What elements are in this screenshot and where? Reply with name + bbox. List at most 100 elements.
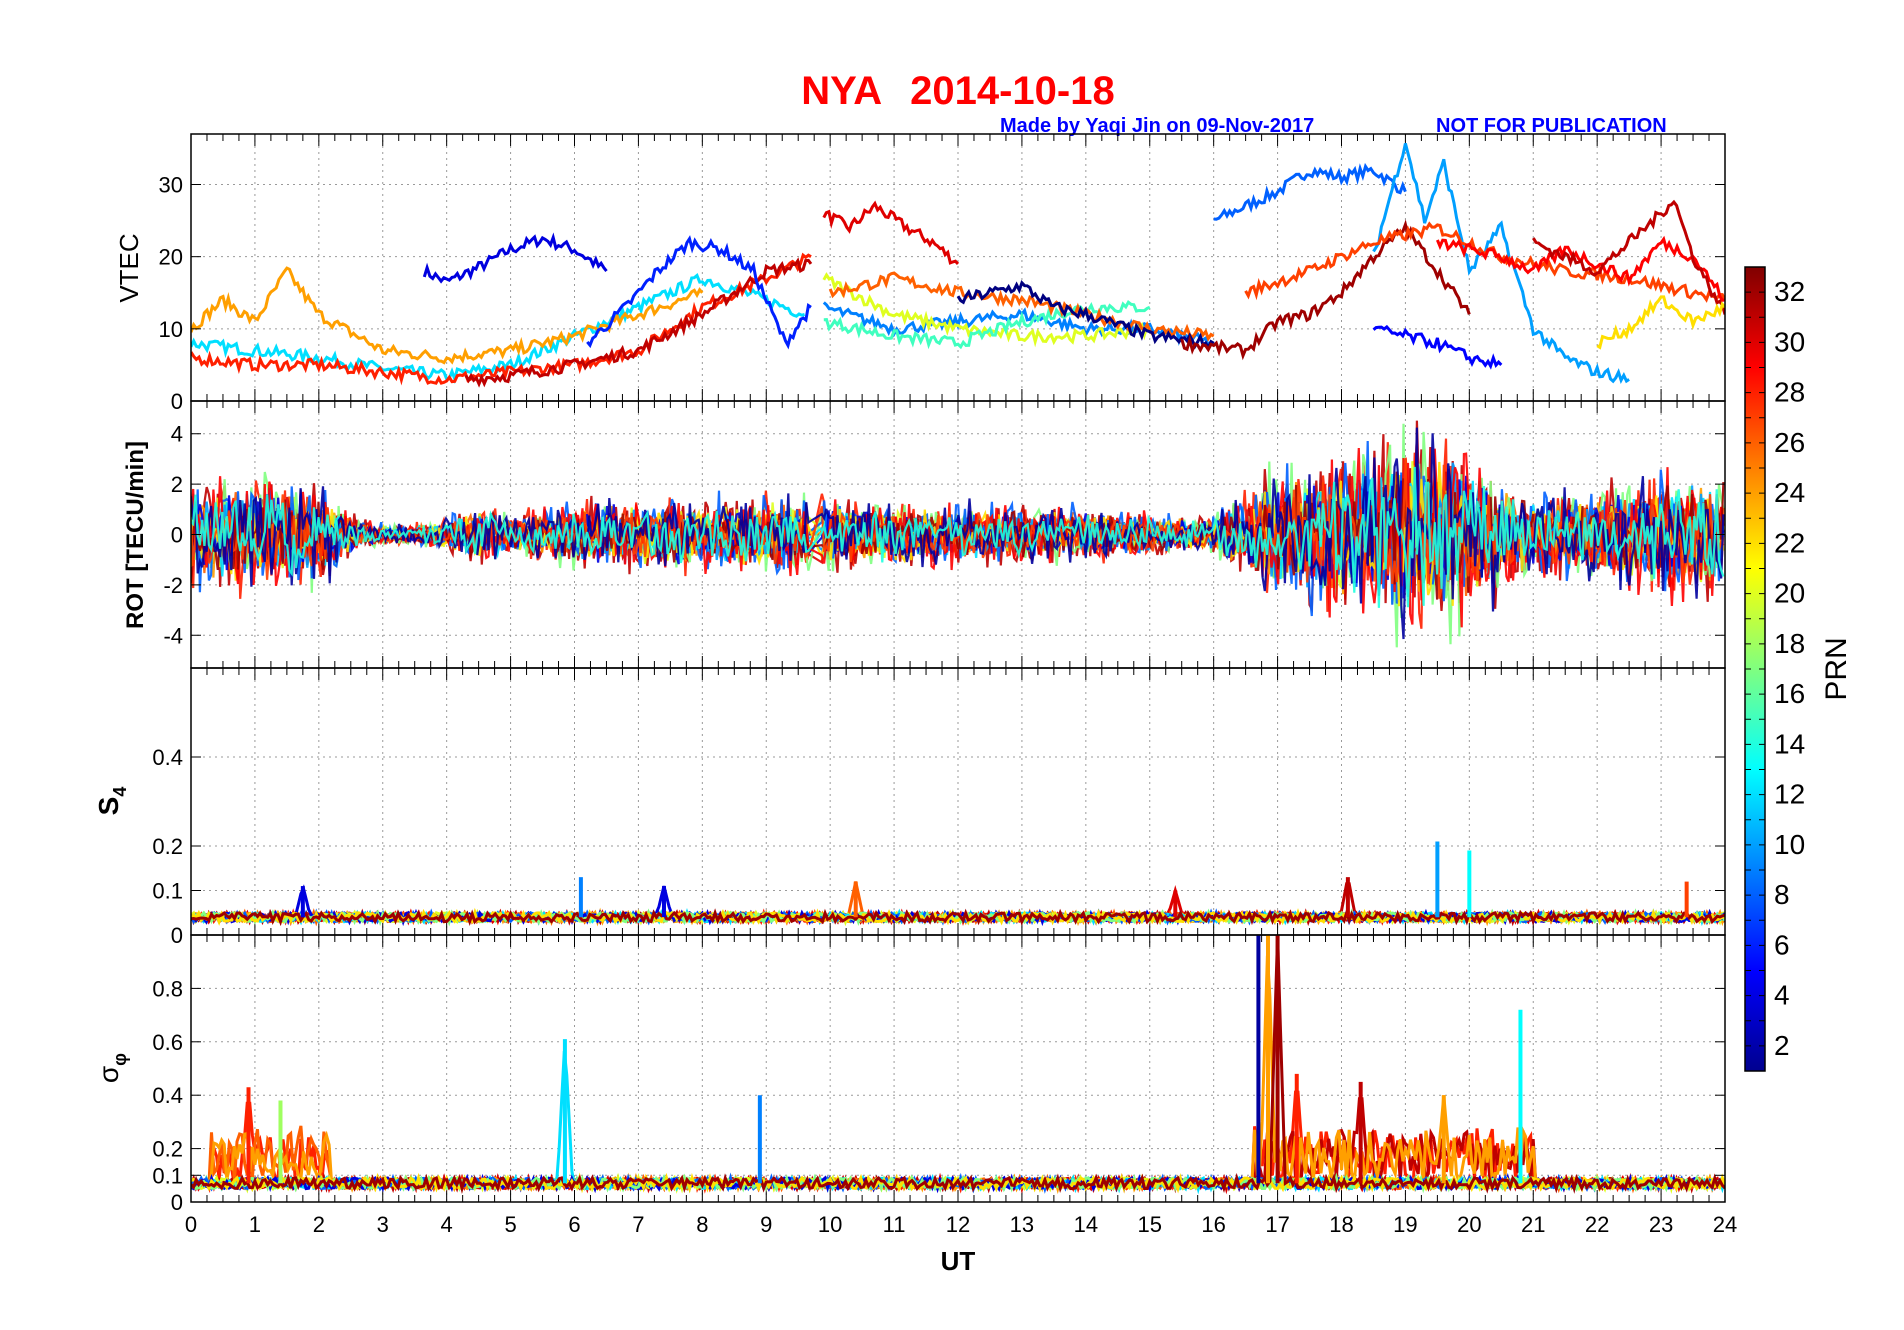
- y-tick-label: 0.4: [152, 745, 183, 770]
- y-tick-label: 2: [171, 472, 183, 497]
- x-tick-label: 5: [504, 1212, 516, 1237]
- credit-made-by: Made by Yaqi Jin on 09-Nov-2017: [1000, 115, 1314, 137]
- x-tick-label: 15: [1138, 1212, 1162, 1237]
- y-tick-label: 0: [171, 523, 183, 548]
- colorbar-tick-label: 10: [1774, 829, 1805, 860]
- x-tick-label: 3: [377, 1212, 389, 1237]
- y-tick-label: 0.2: [152, 1137, 183, 1162]
- sigma-phi-ylabel: σφ: [93, 1053, 130, 1083]
- vtec-panel: 0 10 20 30 VTEC: [114, 133, 1726, 414]
- vtec-series-prn-31: [464, 257, 813, 388]
- vtec-series-prn-30: [822, 200, 960, 265]
- rot-traces: [191, 420, 1725, 648]
- x-axis-label: UT: [941, 1246, 976, 1276]
- vtec-series-prn-8: [1213, 162, 1407, 221]
- colorbar-tick-label: 32: [1774, 276, 1805, 307]
- y-tick-label: 0: [171, 923, 183, 948]
- rot-series-prn-14: [191, 466, 1725, 608]
- sigma-phi-yticks: 00.10.2 0.4 0.6 0.8: [152, 976, 1725, 1215]
- x-tick-label: 22: [1585, 1212, 1609, 1237]
- x-tick-label: 4: [441, 1212, 453, 1237]
- vtec-series-prn-31: [1532, 199, 1725, 315]
- y-tick-label: 10: [159, 317, 183, 342]
- vtec-ylabel: VTEC: [114, 233, 144, 302]
- y-tick-label: 0.1: [152, 879, 183, 904]
- vtec-series-prn-4: [422, 232, 608, 284]
- vtec-series-prn-27: [1244, 221, 1725, 303]
- vtec-traces: [191, 143, 1725, 388]
- colorbar-tick-label: 20: [1774, 578, 1805, 609]
- y-tick-label: 0: [171, 1190, 183, 1215]
- vtec-series-prn-28: [191, 252, 812, 386]
- x-tick-label: 20: [1457, 1212, 1481, 1237]
- x-tick-label: 10: [818, 1212, 842, 1237]
- colorbar-tick-label: 24: [1774, 477, 1805, 508]
- colorbar-tick-label: 2: [1774, 1030, 1790, 1061]
- y-tick-label: 0.2: [152, 834, 183, 859]
- x-tick-label: 6: [568, 1212, 580, 1237]
- y-tick-label: -2: [163, 573, 183, 598]
- x-tick-label: 21: [1521, 1212, 1545, 1237]
- x-tick-labels: 0 1 2 3 4 5 6 7 8 9 10 11 12 13 14 15 16 17 18 19 20 21 22 23 24: [185, 1212, 1737, 1237]
- sigma_phi-series-prn-32: [191, 935, 1725, 1195]
- y-tick-label: 0.8: [152, 976, 183, 1001]
- sigma-phi-axes-box: [190, 934, 1726, 1203]
- y-tick-label: 20: [159, 245, 183, 270]
- colorbar-tick-label: 6: [1774, 929, 1790, 960]
- vtec-series-prn-32: [1180, 219, 1471, 361]
- x-tick-label: 23: [1649, 1212, 1673, 1237]
- sigma-phi-traces: [191, 935, 1725, 1195]
- vtec-series-prn-15: [823, 299, 1151, 350]
- rot-panel: -4 -2 0 2 4 ROT [TECU/min]: [122, 400, 1726, 669]
- vtec-series-prn-5: [1372, 324, 1503, 370]
- x-tick-label: 1: [249, 1212, 261, 1237]
- colorbar-tick-label: 12: [1774, 779, 1805, 810]
- chart-title: NYA 2014-10-18: [801, 69, 1114, 113]
- y-tick-label: 4: [171, 422, 183, 447]
- y-tick-label: 30: [159, 173, 183, 198]
- x-tick-label: 12: [946, 1212, 970, 1237]
- rot-series-prn-2: [191, 427, 1725, 640]
- sigma-phi-panel: 00.10.2 0.4 0.6 0.8 σφ: [93, 934, 1726, 1215]
- vtec-series-prn-10: [1372, 143, 1630, 384]
- credit-notice: NOT FOR PUBLICATION: [1436, 115, 1667, 137]
- vtec-yticks: 0 10 20 30: [159, 173, 1725, 414]
- colorbar-tick-label: 8: [1774, 879, 1790, 910]
- colorbar-tick-label: 18: [1774, 628, 1805, 659]
- s4-grid: [190, 668, 1726, 935]
- x-tick-label: 24: [1713, 1212, 1737, 1237]
- y-tick-label: 0.1: [152, 1163, 183, 1188]
- colorbar-tick-label: 28: [1774, 377, 1805, 408]
- title-station: NYA: [801, 69, 882, 113]
- vtec-series-prn-1: [956, 279, 1215, 351]
- y-tick-label: 0.4: [152, 1083, 183, 1108]
- vtec-series-prn-6: [586, 235, 812, 350]
- vtec-grid: [190, 134, 1726, 401]
- vtec-series-prn-24: [191, 266, 704, 365]
- y-tick-label: 0.6: [152, 1030, 183, 1055]
- x-tick-label: 7: [632, 1212, 644, 1237]
- s4-traces: [191, 841, 1725, 927]
- s4-yticks: 0 0.1 0.2 0.4: [152, 745, 1725, 948]
- rot-ylabel: ROT [TECU/min]: [122, 441, 149, 629]
- rot-yticks: -4 -2 0 2 4: [163, 422, 1725, 648]
- x-tick-label: 14: [1074, 1212, 1098, 1237]
- colorbar-tick-label: 22: [1774, 527, 1805, 558]
- colorbar-tick-label: 26: [1774, 427, 1805, 458]
- x-tick-label: 9: [760, 1212, 772, 1237]
- vtec-series-prn-9: [822, 301, 1215, 349]
- title-date: 2014-10-18: [910, 69, 1115, 113]
- x-tick-label: 13: [1010, 1212, 1034, 1237]
- s4-series-prn-22: [191, 907, 1725, 926]
- x-tick-label: 2: [313, 1212, 325, 1237]
- colorbar-tick-label: 30: [1774, 326, 1805, 357]
- y-tick-label: 0: [171, 389, 183, 414]
- x-tick-label: 8: [696, 1212, 708, 1237]
- vtec-series-prn-22: [1596, 295, 1725, 350]
- x-tick-label: 18: [1329, 1212, 1353, 1237]
- colorbar-tick-label: 4: [1774, 980, 1790, 1011]
- s4-panel: 0 0.1 0.2 0.4 S4: [93, 667, 1726, 948]
